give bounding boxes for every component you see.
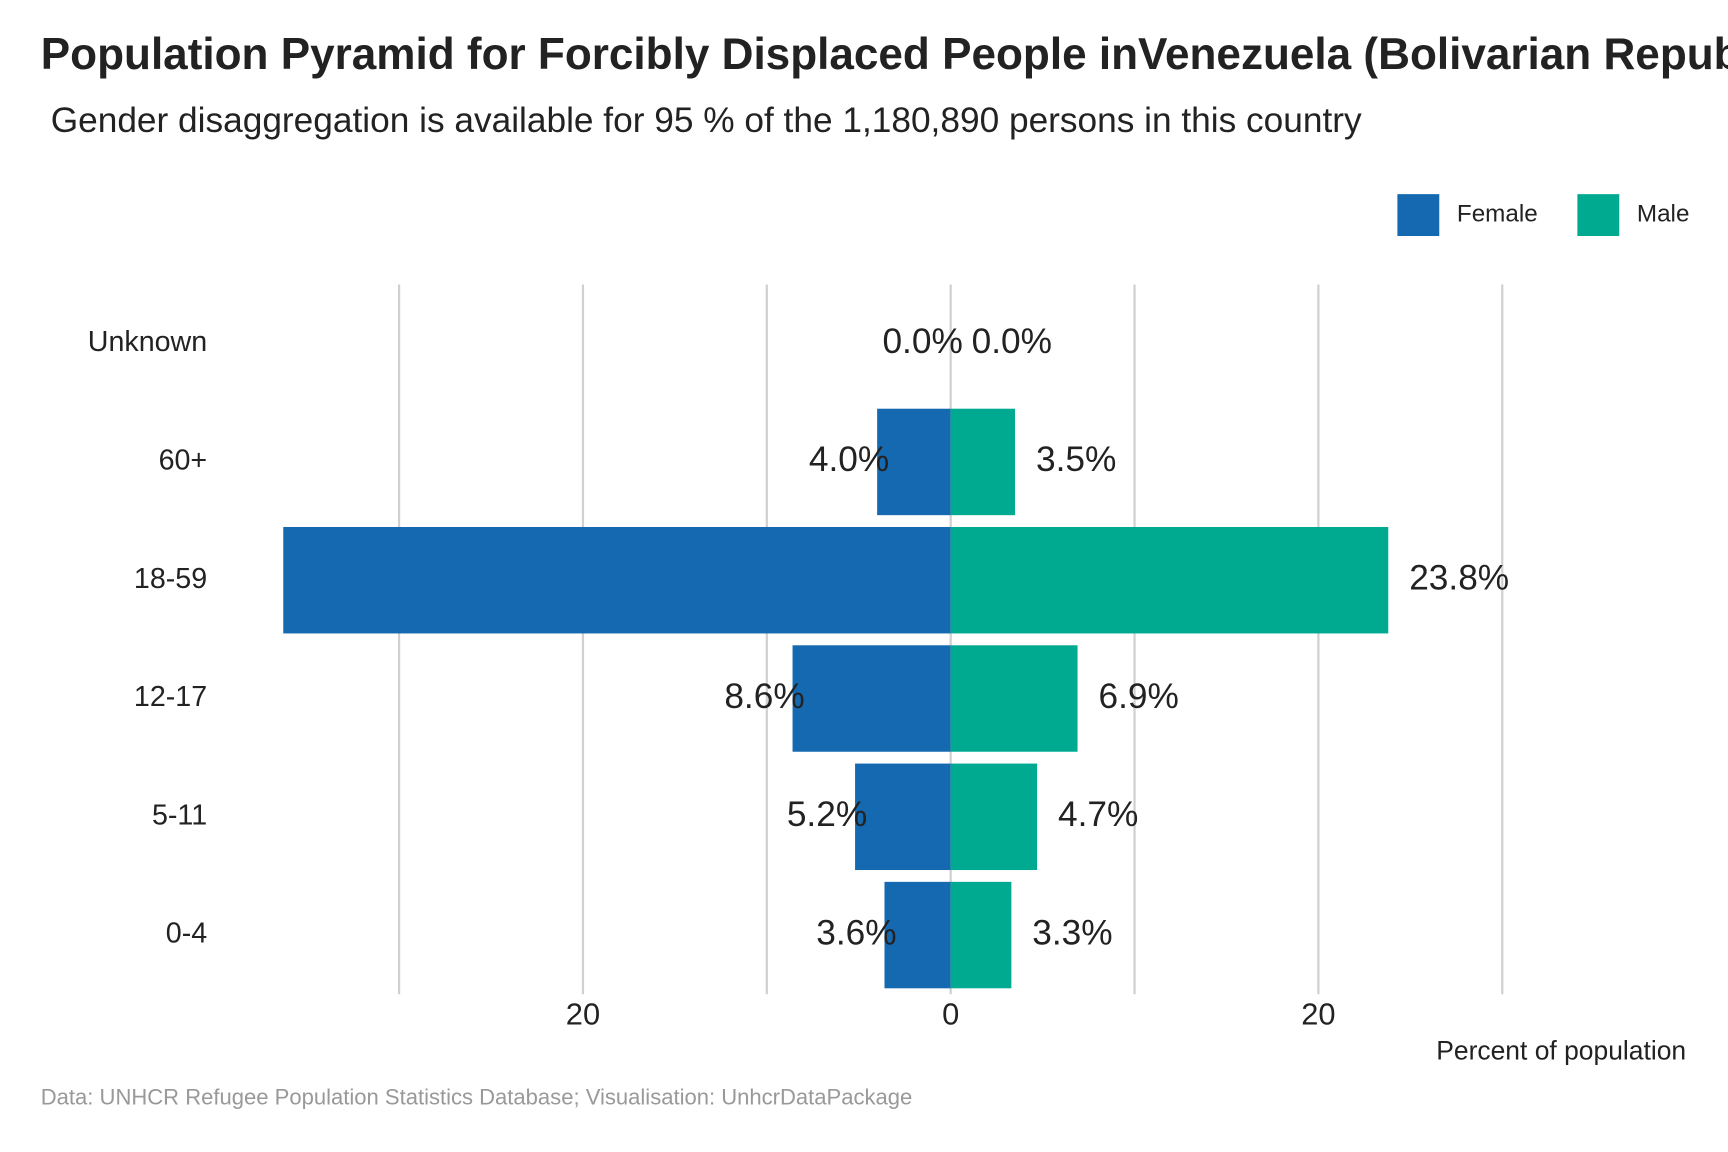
value-label: 4.7% — [1058, 795, 1138, 834]
value-label: 3.6% — [816, 913, 896, 952]
y-tick-label: 12-17 — [134, 681, 207, 713]
value-label: 23.8% — [1409, 559, 1509, 598]
bar — [950, 763, 1038, 871]
value-label: 0.0% — [882, 322, 962, 361]
value-label: 3.5% — [1036, 440, 1116, 479]
bar — [283, 526, 951, 634]
value-label: 8.6% — [724, 677, 804, 716]
legend-label: Female — [1457, 200, 1538, 227]
value-label: 5.2% — [787, 795, 867, 834]
x-axis-title: Percent of population — [1436, 1036, 1686, 1066]
bar — [950, 645, 1078, 752]
legend-swatch — [1577, 194, 1620, 237]
bar — [877, 408, 951, 516]
bar — [950, 881, 1012, 989]
x-tick-label: 0 — [942, 996, 959, 1031]
bar — [950, 408, 1016, 516]
value-label: 4.0% — [809, 440, 889, 479]
legend-label: Male — [1637, 200, 1690, 227]
y-tick-label: Unknown — [88, 326, 207, 358]
x-tick-label: 20 — [1301, 996, 1335, 1031]
y-tick-label: 18-59 — [134, 563, 207, 595]
y-tick-label: 0-4 — [166, 918, 207, 950]
value-label: 0.0% — [972, 322, 1052, 361]
y-tick-label: 5-11 — [152, 799, 207, 831]
chart-title: Population Pyramid for Forcibly Displace… — [41, 30, 1728, 79]
bar — [950, 526, 1389, 634]
bar — [855, 763, 951, 871]
value-label: 6.9% — [1098, 677, 1178, 716]
chart-subtitle: Gender disaggregation is available for 9… — [51, 101, 1362, 140]
y-tick-label: 60+ — [159, 445, 208, 477]
legend-swatch — [1397, 194, 1440, 237]
caption: Data: UNHCR Refugee Population Statistic… — [41, 1085, 913, 1110]
bar — [884, 881, 951, 989]
value-label: 3.3% — [1032, 913, 1112, 952]
x-tick-label: 20 — [566, 996, 600, 1031]
bar — [792, 645, 951, 752]
